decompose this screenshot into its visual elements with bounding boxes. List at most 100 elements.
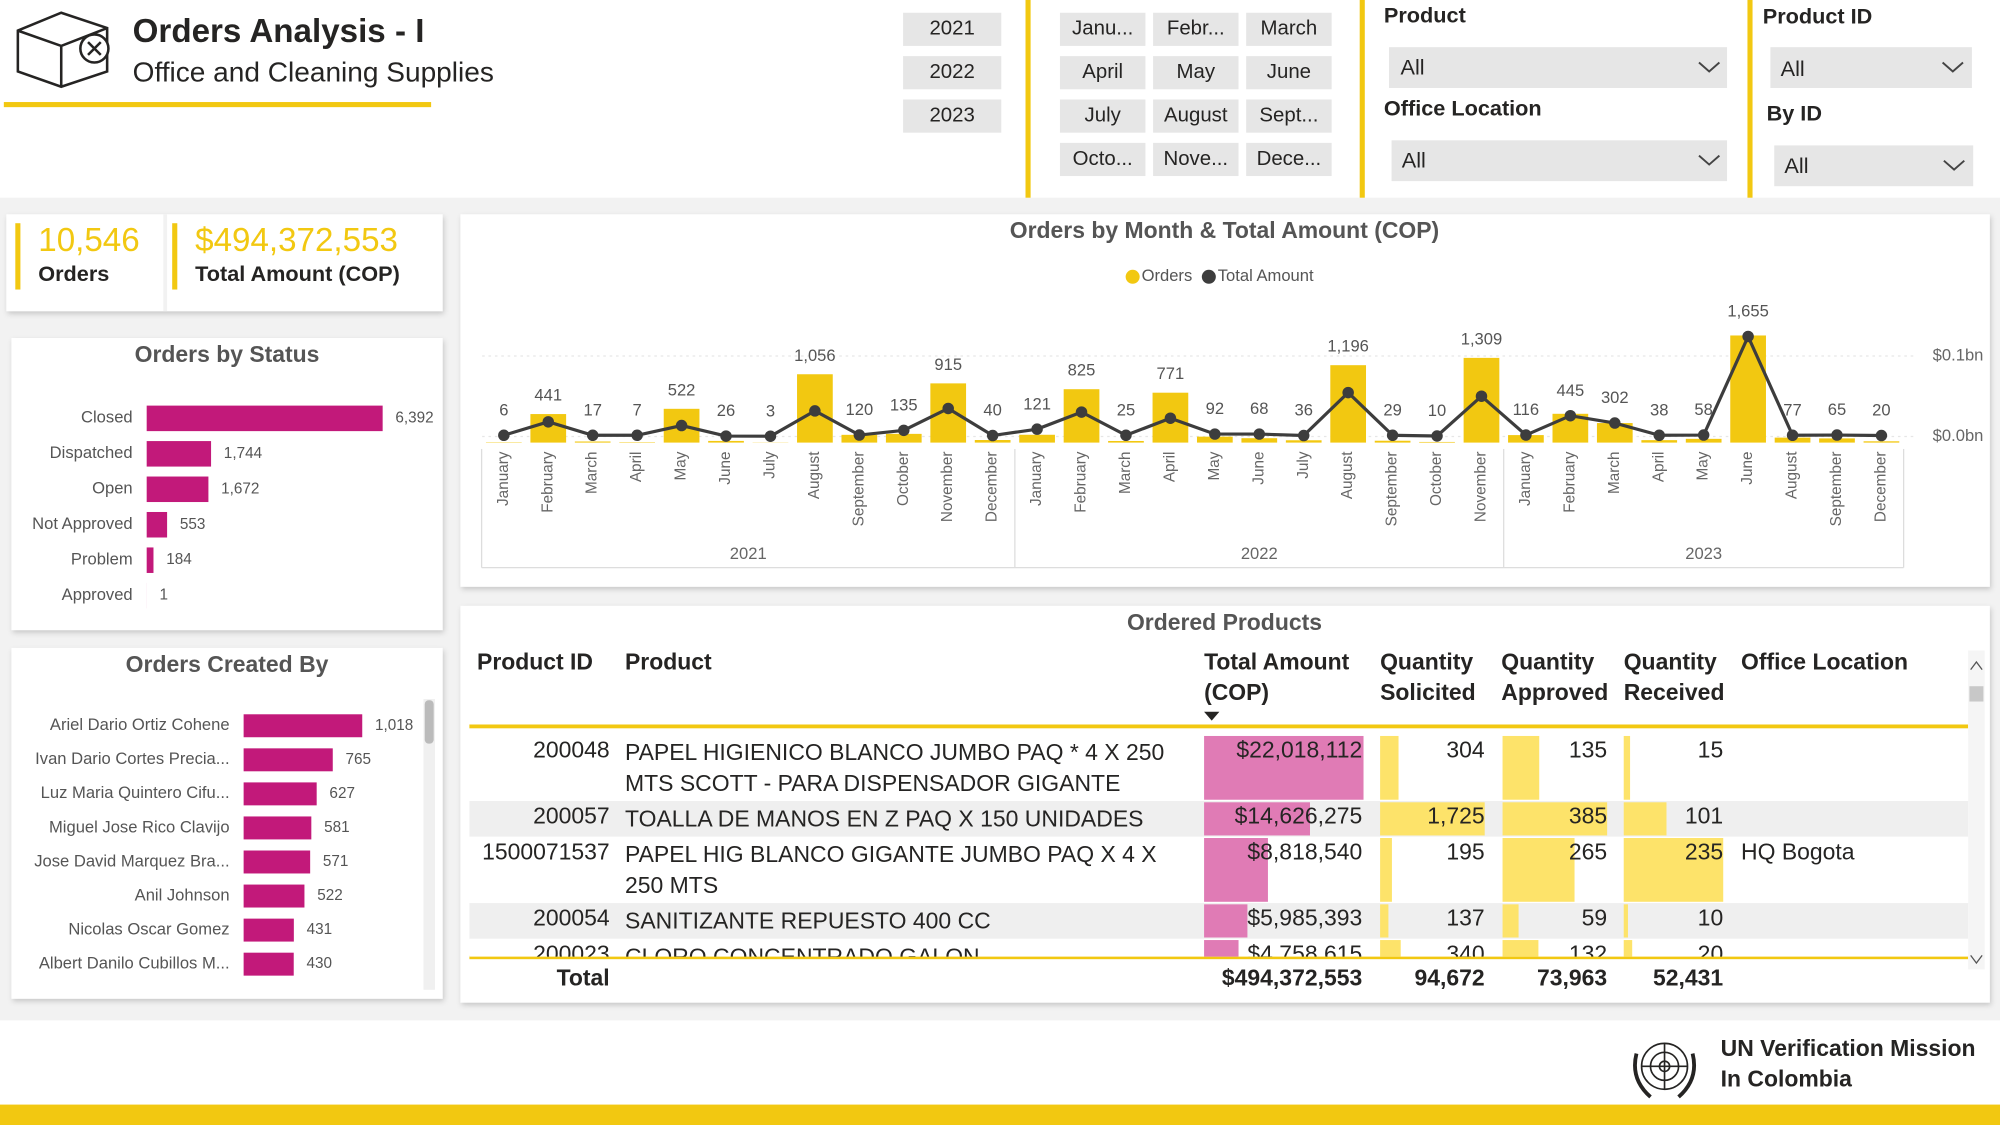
category-label: Closed [81, 408, 133, 427]
dropdown[interactable] [1770, 47, 1972, 89]
x-tick-label: June [1739, 452, 1756, 485]
cell-value: 304 [1446, 736, 1485, 762]
month-button[interactable] [1059, 142, 1146, 177]
data-label: 571 [323, 853, 349, 870]
category-label: Jose David Marquez Bra... [34, 851, 229, 870]
column-header: Quantity [1380, 648, 1473, 674]
sort-indicator[interactable] [1204, 711, 1220, 721]
data-label: 116 [1513, 400, 1539, 419]
row-cells: CLORO CONCENTRADO GALON 200023 $4,758,615 3… [533, 940, 1723, 966]
cell-value: 340 [1446, 940, 1484, 966]
chart-title: Orders by Month & Total Amount (COP) [1010, 217, 1439, 243]
dropdown[interactable] [1391, 140, 1728, 182]
dropdown-value: All [1401, 55, 1425, 80]
month-button[interactable] [1153, 99, 1239, 133]
line-marker [1342, 386, 1354, 399]
month-button[interactable] [1246, 56, 1332, 90]
month-button[interactable] [1246, 142, 1332, 177]
dropdown-value: All [1784, 153, 1808, 178]
line-marker [986, 429, 999, 442]
product-name: SANITIZANTE REPUESTO 400 CC [625, 908, 991, 934]
created-by-panel [11, 647, 443, 999]
column-header: Office Location [1741, 648, 1908, 674]
footer-strip [0, 1104, 2000, 1125]
bar [146, 405, 383, 432]
x-tick-label: November [939, 452, 956, 523]
table-scrollbar[interactable] [1968, 650, 1985, 970]
scroll-down[interactable] [1970, 954, 1983, 965]
data-bar [1204, 940, 1239, 957]
separator [1747, 0, 1753, 198]
month-button[interactable] [1153, 142, 1239, 177]
x-tick-label: May [1206, 451, 1223, 480]
year-button[interactable] [903, 99, 1002, 133]
bar [146, 511, 168, 538]
data-bar [1204, 802, 1310, 836]
x-tick-label: March [1117, 452, 1134, 495]
x-tick-label: April [628, 452, 645, 483]
cell-value: 15 [1698, 736, 1724, 762]
month-button[interactable] [1246, 12, 1332, 46]
y2-tick-label: $0.1bn [1933, 345, 1984, 364]
month-button[interactable] [1246, 99, 1332, 133]
month-button[interactable] [1059, 12, 1146, 46]
data-label: 121 [1023, 394, 1051, 413]
cell-value: 200054 [533, 905, 610, 931]
x-tick-label: March [1606, 452, 1623, 494]
data-label: 1 [159, 587, 168, 604]
column-header: Product [625, 648, 712, 674]
category-label: Not Approved [32, 514, 132, 533]
line-marker [809, 405, 821, 417]
line-marker [1431, 430, 1443, 442]
category-label: Luz Maria Quintero Cifu... [41, 783, 230, 802]
dropdown[interactable] [1774, 145, 1974, 187]
x-tick-label: August [1784, 451, 1801, 499]
x-tick-label: February [1561, 451, 1578, 513]
data-label: 522 [317, 887, 343, 904]
scrollbar-thumb[interactable] [424, 700, 434, 744]
data-label: 17 [583, 400, 601, 419]
x-tick-label: April [1161, 452, 1178, 483]
legend-label: Total Amount [1218, 266, 1314, 285]
year-button[interactable] [903, 12, 1002, 46]
dropdown[interactable] [1389, 47, 1728, 89]
x-tick-label: September [1384, 452, 1401, 527]
product-cell: PAPEL HIG BLANCO GIGANTE JUMBO PAQ X 4 X… [625, 842, 1157, 898]
x-tick-label: January [1028, 451, 1045, 506]
kpi-label: Orders [38, 261, 109, 286]
dropdown-value: All [1402, 148, 1426, 173]
x-tick-label: September [850, 452, 867, 527]
data-label: 77 [1783, 400, 1801, 419]
line-marker [542, 416, 555, 428]
month-button-label: Nove... [1163, 148, 1228, 170]
table-title: Ordered Products [1127, 609, 1322, 635]
organization: In Colombia [1721, 1065, 1852, 1091]
data-label: 6,392 [395, 409, 433, 426]
data-label: 10 [1428, 401, 1446, 420]
kpi-accent [172, 223, 178, 290]
cell-value: 132 [1569, 940, 1607, 966]
month-button[interactable] [1059, 56, 1146, 90]
data-bar [1204, 735, 1364, 800]
chevron [1941, 61, 1964, 73]
data-bar [1380, 940, 1401, 957]
month-button[interactable] [1059, 99, 1146, 133]
x-tick-label: May [673, 451, 690, 480]
line-marker [764, 430, 777, 442]
data-label: 1,744 [224, 445, 263, 462]
data-label: 25 [1117, 400, 1135, 419]
table-scrollbar-thumb[interactable] [1969, 686, 1984, 702]
data-label: 1,056 [794, 346, 836, 365]
data-label: 522 [668, 380, 696, 399]
scroll-up[interactable] [1970, 660, 1983, 671]
kpi-value: $494,372,553 [195, 222, 398, 259]
year-button[interactable] [903, 56, 1002, 90]
bar [146, 476, 209, 503]
scrollbar-track[interactable] [423, 698, 435, 990]
product-cell: SANITIZANTE REPUESTO 400 CC [625, 908, 991, 934]
month-button[interactable] [1153, 12, 1239, 46]
data-label: 915 [934, 355, 962, 374]
month-button[interactable] [1153, 56, 1239, 90]
row-cells: SANITIZANTE REPUESTO 400 CC 200054 $5,985,… [533, 904, 1723, 938]
